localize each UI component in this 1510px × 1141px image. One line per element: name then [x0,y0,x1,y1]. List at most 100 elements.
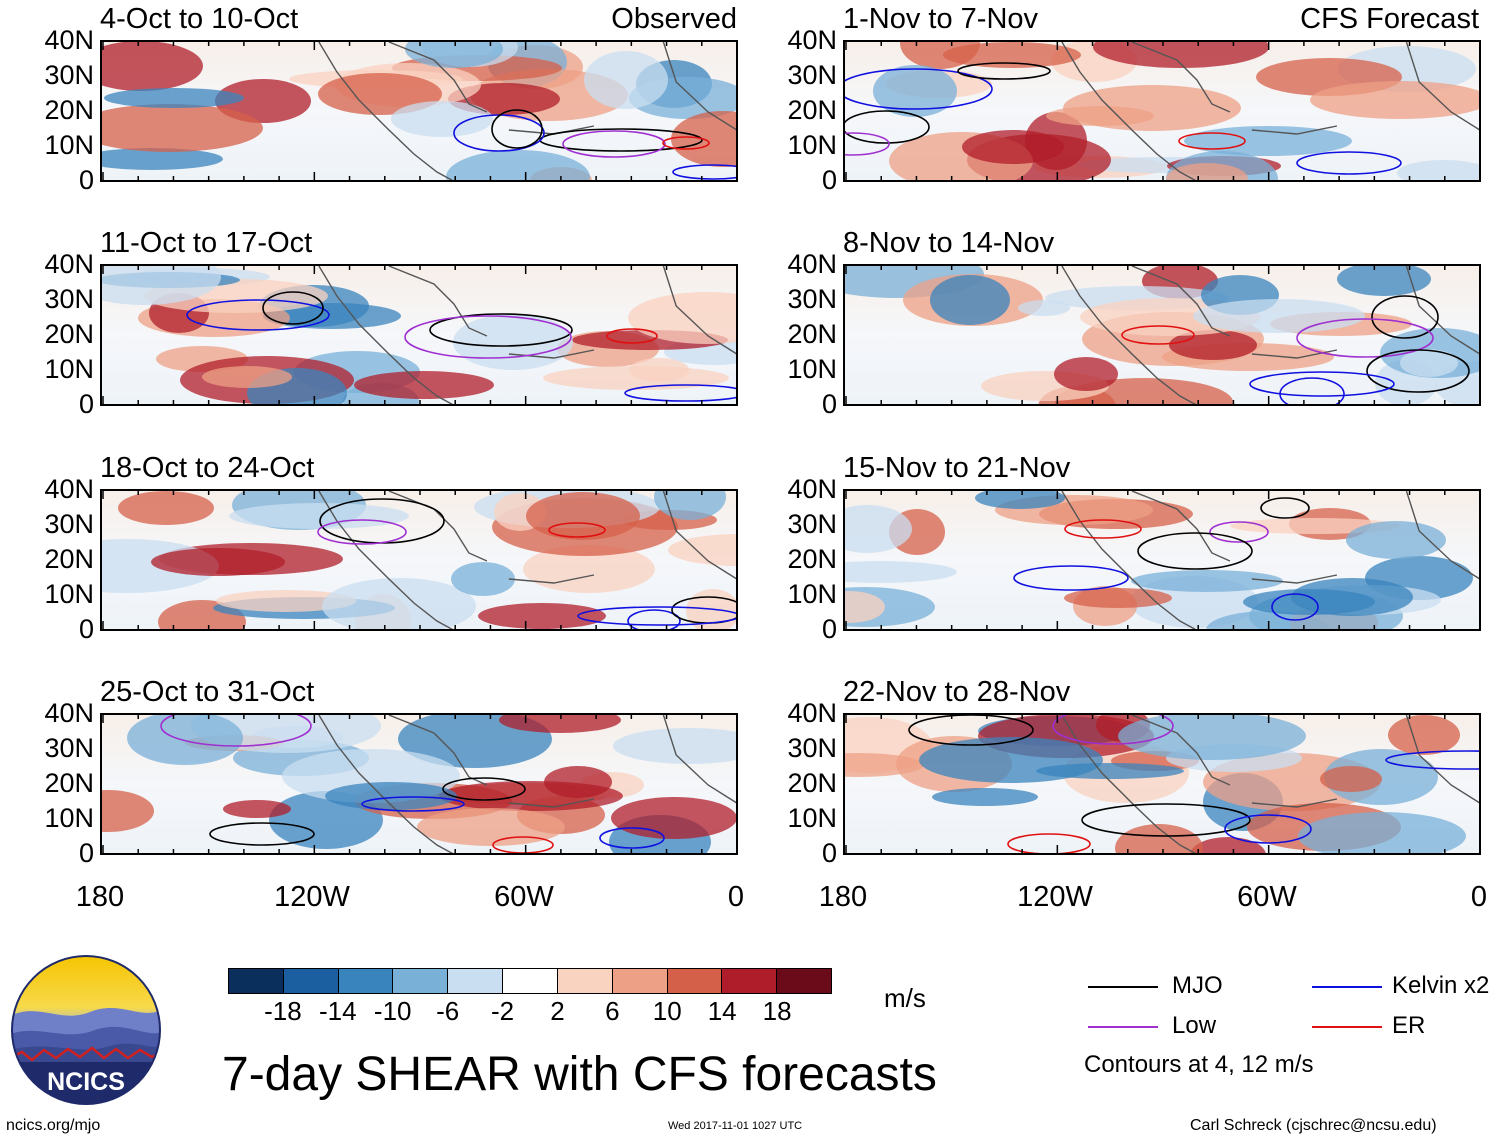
colorbar-swatch [338,969,394,993]
forecast-shear-map [843,264,1481,406]
legend-label: Kelvin x2 [1392,972,1490,999]
website-link[interactable]: ncics.org/mjo [6,1117,101,1134]
wave-contours [317,498,736,629]
latitude-label: 40N [787,474,837,504]
observed-period-title: 18-Oct to 24-Oct [100,452,315,484]
colorbar-unit: m/s [884,983,926,1013]
anomaly-shading [873,42,1479,180]
coastline [318,42,736,180]
legend-label: MJO [1172,972,1223,999]
longitude-label: 180 [75,881,125,913]
colorbar-swatch [612,969,668,993]
latitude-label: 20N [787,768,837,798]
latitude-label: 0 [78,838,94,868]
latitude-label: 0 [821,838,837,868]
colorbar-tick-label: 14 [707,996,737,1026]
latitude-label: 0 [821,614,837,644]
coastline [1061,266,1479,404]
anomaly-shading [102,491,736,629]
shear-field [845,715,1479,853]
observed-shear-map [100,40,738,182]
latitude-label: 0 [821,165,837,195]
anomaly-shading [845,715,1466,853]
observed-shear-map [100,713,738,855]
latitude-label: 20N [44,95,94,125]
latitude-label: 30N [787,733,837,763]
latitude-label: 40N [787,698,837,728]
anomaly-shading [102,715,736,853]
credit: Carl Schreck (cjschrec@ncsu.edu) [1190,1117,1437,1134]
colorbar-tick-label: -10 [373,996,412,1026]
latitude-label: 20N [44,319,94,349]
latitude-label: 0 [78,614,94,644]
latitude-label: 20N [787,544,837,574]
latitude-label: 40N [44,474,94,504]
observed-period-title: 11-Oct to 17-Oct [100,227,313,259]
latitude-label: 30N [787,60,837,90]
latitude-label: 20N [44,768,94,798]
page-title: 7-day SHEAR with CFS forecasts [222,1048,937,1101]
colorbar-tick-label: 18 [762,996,792,1026]
latitude-label: 30N [787,509,837,539]
longitude-label: 0 [727,881,745,913]
colorbar-swatch [229,969,284,993]
ncics-logo: NCICS [11,955,161,1105]
anomaly-shading [102,42,736,180]
observed-period-title: 25-Oct to 31-Oct [100,676,315,708]
shear-field [102,42,736,180]
latitude-label: 10N [44,803,94,833]
latitude-label: 40N [787,249,837,279]
latitude-label: 30N [44,60,94,90]
longitude-label: 60W [1237,881,1297,913]
coastline [1061,491,1479,629]
observed-shear-map [100,489,738,631]
colorbar-tick-label: -18 [264,996,302,1026]
coastline [318,715,736,853]
latitude-label: 0 [821,389,837,419]
wave-contours [1013,497,1319,621]
observed-period-title: 4-Oct to 10-Oct [100,3,299,35]
legend-label: ER [1392,1012,1426,1039]
colorbar-swatch [777,969,831,993]
colorbar-tick-label: 2 [550,996,565,1026]
longitude-label: 60W [494,881,554,913]
latitude-label: 20N [787,319,837,349]
longitude-label: 120W [274,881,350,913]
latitude-label: 10N [787,579,837,609]
anomaly-shading [845,491,1473,629]
legend-swatch [1088,986,1158,988]
latitude-label: 10N [44,579,94,609]
observed-shear-map [100,264,738,406]
colorbar-swatch [557,969,613,993]
colorbar-tick-label: -2 [490,996,515,1026]
forecast-shear-map [843,40,1481,182]
shear-field [845,491,1479,629]
longitude-label: 180 [818,881,868,913]
longitude-label: 0 [1470,881,1488,913]
latitude-label: 10N [44,130,94,160]
cfs-forecast-tag: CFS Forecast [1300,3,1479,35]
legend-swatch [1088,1026,1158,1028]
timestamp: Wed 2017-11-01 1027 UTC [668,1120,803,1132]
latitude-label: 30N [44,733,94,763]
coastline [1061,715,1479,853]
legend-swatch [1312,1026,1382,1028]
wave-contours [845,62,1402,175]
latitude-label: 10N [787,130,837,160]
forecast-period-title: 1-Nov to 7-Nov [843,3,1039,35]
forecast-period-title: 15-Nov to 21-Nov [843,452,1071,484]
coastline [1061,42,1479,180]
forecast-shear-map [843,713,1481,855]
wave-contours [160,715,665,853]
coastline [318,491,736,629]
forecast-shear-map [843,489,1481,631]
latitude-label: 20N [44,544,94,574]
latitude-label: 40N [44,698,94,728]
observed-tag: Observed [611,3,737,35]
colorbar-swatch [667,969,723,993]
latitude-label: 10N [787,803,837,833]
latitude-label: 10N [787,354,837,384]
longitude-label: 120W [1017,881,1093,913]
wave-contours [1121,295,1470,404]
anomaly-shading [102,266,736,404]
